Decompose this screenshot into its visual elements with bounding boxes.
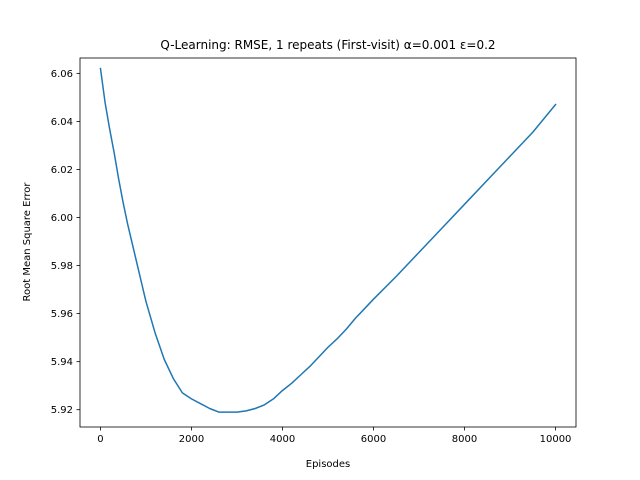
y-axis-ticks: 5.92 5.94 5.96 5.98 6.00 6.02 6.04 6.06 [51, 69, 80, 416]
x-tick-label: 4000 [270, 434, 295, 445]
chart-title: Q-Learning: RMSE, 1 repeats (First-visit… [160, 38, 495, 52]
x-axis-ticks: 0 2000 4000 6000 8000 10000 [97, 427, 571, 445]
y-tick-label: 5.92 [51, 405, 73, 416]
axes-frame [79, 57, 577, 428]
x-axis-label: Episodes [306, 459, 350, 470]
y-tick-label: 6.00 [51, 213, 73, 224]
x-tick-label: 6000 [361, 434, 386, 445]
y-tick-label: 5.96 [51, 309, 73, 320]
x-tick-label: 8000 [452, 434, 477, 445]
series-line [99, 67, 557, 413]
y-tick-label: 5.98 [51, 261, 73, 272]
y-tick-label: 5.94 [51, 357, 73, 368]
y-tick-label: 6.06 [51, 69, 73, 80]
x-tick-label: 10000 [540, 434, 572, 445]
y-tick-label: 6.04 [51, 117, 73, 128]
y-axis-label: Root Mean Square Error [22, 182, 33, 302]
x-tick-label: 2000 [179, 434, 204, 445]
y-tick-label: 6.02 [51, 165, 73, 176]
plot-area [99, 67, 557, 413]
x-tick-label: 0 [97, 434, 103, 445]
